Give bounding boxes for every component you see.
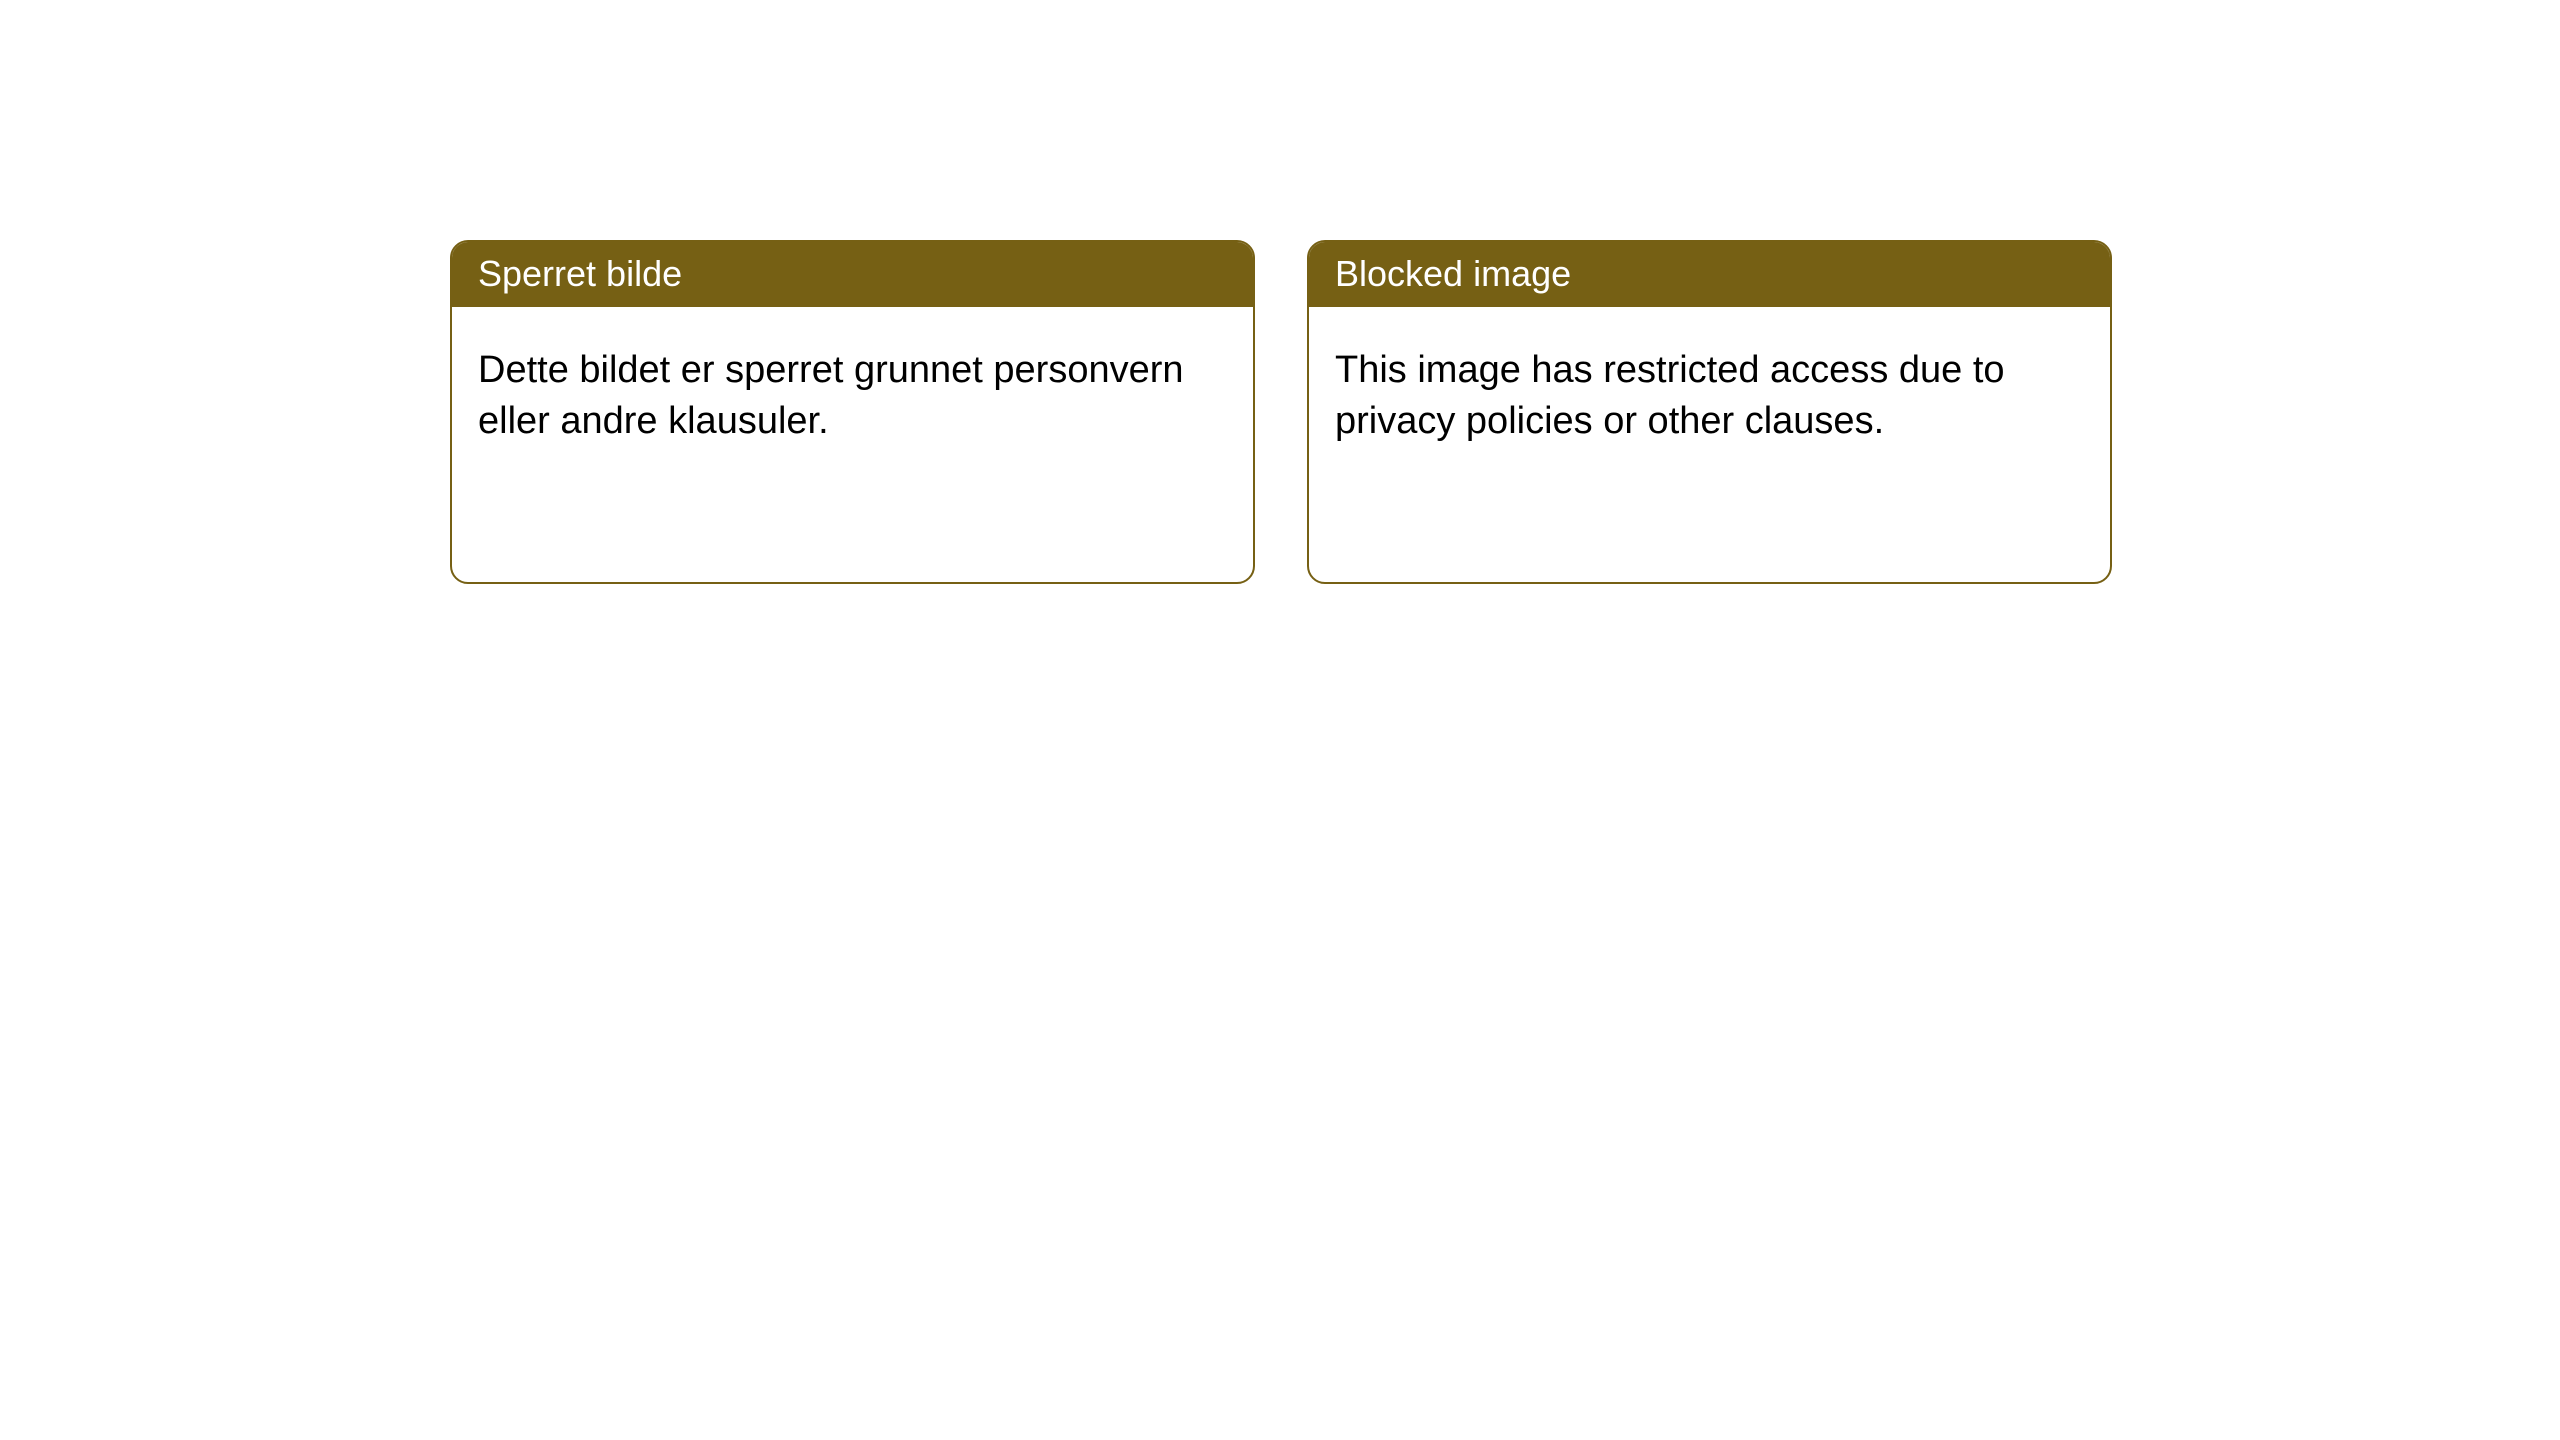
notice-header: Sperret bilde (452, 242, 1253, 307)
notice-body: This image has restricted access due to … (1309, 307, 2110, 582)
notice-card-english: Blocked image This image has restricted … (1307, 240, 2112, 584)
notice-card-norwegian: Sperret bilde Dette bildet er sperret gr… (450, 240, 1255, 584)
notice-header: Blocked image (1309, 242, 2110, 307)
notice-body: Dette bildet er sperret grunnet personve… (452, 307, 1253, 582)
notice-container: Sperret bilde Dette bildet er sperret gr… (0, 0, 2560, 584)
